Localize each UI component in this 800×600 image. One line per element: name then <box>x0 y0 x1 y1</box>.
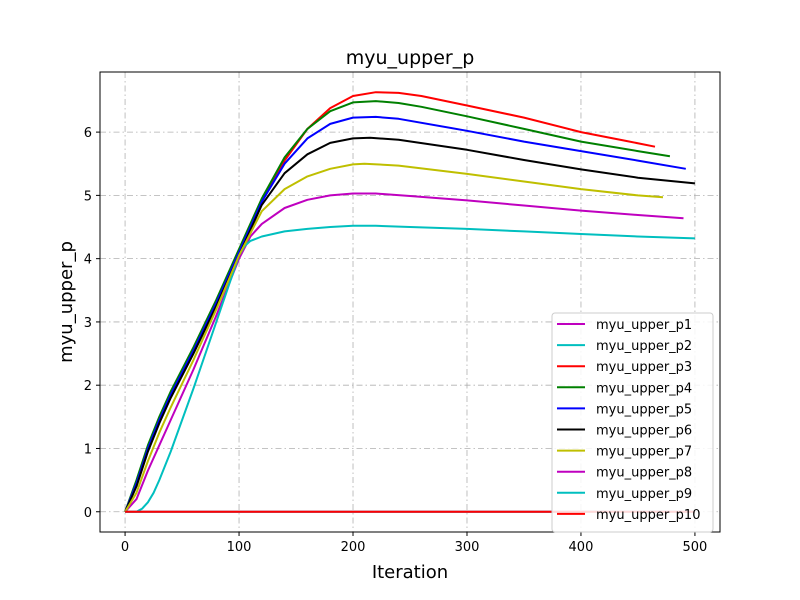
legend-label: myu_upper_p2 <box>596 339 692 354</box>
y-axis-label: myu_upper_p <box>56 241 77 363</box>
series-line-2 <box>125 224 695 513</box>
y-tick-label: 2 <box>84 379 92 394</box>
series-line-7 <box>124 162 664 513</box>
x-tick-label: 500 <box>683 540 708 555</box>
legend-label: myu_upper_p6 <box>596 424 692 439</box>
axis-ticks: 0 100 200 300 400 500 0 1 2 3 4 5 6 <box>84 126 708 555</box>
chart-title: myu_upper_p <box>346 47 475 69</box>
y-tick-label: 6 <box>84 126 92 141</box>
plot-frame <box>99 71 721 533</box>
y-tick-label: 0 <box>84 506 92 521</box>
x-tick-label: 300 <box>455 540 480 555</box>
legend-label: myu_upper_p4 <box>596 381 692 396</box>
legend: myu_upper_p1 myu_upper_p2 myu_upper_p3 myu_… <box>551 312 714 533</box>
x-tick-label: 400 <box>569 540 594 555</box>
series-line-5 <box>124 115 686 513</box>
legend-box <box>551 312 714 533</box>
legend-label: myu_upper_p1 <box>596 318 692 333</box>
x-tick-label: 100 <box>227 540 252 555</box>
x-tick-label: 200 <box>341 540 366 555</box>
legend-label: myu_upper_p5 <box>596 402 692 417</box>
legend-label: myu_upper_p8 <box>596 466 692 481</box>
y-tick-label: 1 <box>84 442 92 457</box>
legend-label: myu_upper_p10 <box>596 508 700 523</box>
legend-label: myu_upper_p3 <box>596 360 692 375</box>
y-tick-label: 4 <box>84 253 92 268</box>
y-tick-label: 5 <box>84 189 92 204</box>
series-line-4 <box>124 100 671 513</box>
series-line-1 <box>124 192 684 513</box>
x-axis-label: Iteration <box>372 562 448 583</box>
legend-label: myu_upper_p7 <box>596 445 692 460</box>
x-tick-label: 0 <box>121 540 129 555</box>
legend-label: myu_upper_p9 <box>596 487 692 502</box>
y-tick-label: 3 <box>84 316 92 331</box>
series-line-6 <box>124 136 695 513</box>
